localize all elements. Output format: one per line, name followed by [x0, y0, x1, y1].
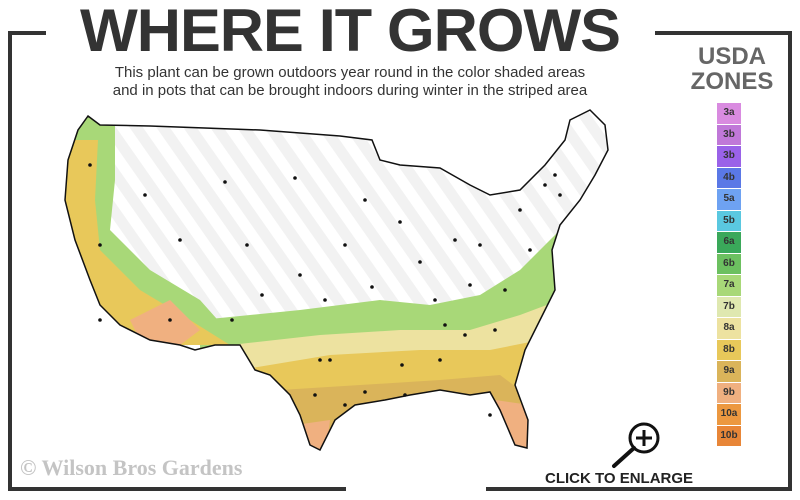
- legend-title: USDA ZONES: [682, 44, 782, 94]
- city-dot: [143, 193, 147, 197]
- city-dot: [178, 238, 182, 242]
- frame-bottom-left: [8, 487, 346, 491]
- city-dot: [398, 220, 402, 224]
- legend-title-line-1: USDA: [697, 43, 766, 70]
- city-dot: [343, 403, 347, 407]
- frame-top-left: [8, 31, 46, 35]
- southwest-orange: [130, 300, 200, 345]
- frame-left: [8, 31, 12, 491]
- legend-zone-swatch: 8b: [717, 339, 741, 360]
- zone-legend: 3a 3b 3b 4b 5a 5b 6a 6b 7a 7b 8a 8b 9a 9b 10a 10b: [717, 103, 741, 447]
- city-dot: [245, 243, 249, 247]
- subtitle: This plant can be grown outdoors year ro…: [40, 64, 660, 100]
- city-dot: [553, 173, 557, 177]
- legend-zone-swatch: 6b: [717, 253, 741, 274]
- page-title: WHERE IT GROWS: [80, 0, 621, 64]
- magnifier-plus-icon[interactable]: [608, 420, 664, 472]
- city-dot: [488, 413, 492, 417]
- subtitle-line-2: and in pots that can be brought indoors …: [112, 82, 588, 99]
- frame-top-right: [655, 31, 792, 35]
- city-dot: [478, 243, 482, 247]
- city-dot: [88, 163, 92, 167]
- frame-bottom-right: [486, 487, 792, 491]
- city-dot: [443, 323, 447, 327]
- legend-zone-swatch: 5b: [717, 210, 741, 231]
- legend-zone-swatch: 7a: [717, 275, 741, 296]
- copyright-watermark: © Wilson Bros Gardens: [20, 455, 243, 480]
- city-dot: [503, 288, 507, 292]
- legend-zone-swatch: 3a: [717, 103, 741, 124]
- legend-zone-swatch: 6a: [717, 232, 741, 253]
- city-dot: [363, 390, 367, 394]
- city-dot: [260, 293, 264, 297]
- us-hardiness-map[interactable]: [60, 100, 620, 460]
- city-dot: [558, 193, 562, 197]
- city-dot: [98, 318, 102, 322]
- legend-zone-swatch: 10a: [717, 404, 741, 425]
- city-dot: [468, 283, 472, 287]
- legend-zone-swatch: 9a: [717, 361, 741, 382]
- city-dot: [230, 318, 234, 322]
- city-dot: [433, 298, 437, 302]
- city-dot: [293, 176, 297, 180]
- legend-zone-swatch: 5a: [717, 189, 741, 210]
- legend-title-line-2: ZONES: [690, 68, 774, 95]
- west-coast-yellow: [65, 140, 230, 345]
- city-dot: [438, 358, 442, 362]
- city-dot: [493, 328, 497, 332]
- city-dot: [343, 243, 347, 247]
- legend-zone-swatch: 3b: [717, 124, 741, 145]
- city-dot: [463, 333, 467, 337]
- city-dot: [318, 358, 322, 362]
- city-dots: [88, 163, 562, 417]
- city-dot: [313, 393, 317, 397]
- city-dot: [403, 393, 407, 397]
- city-dot: [168, 318, 172, 322]
- city-dot: [518, 208, 522, 212]
- legend-zone-swatch: 9b: [717, 382, 741, 403]
- legend-zone-swatch: 3b: [717, 146, 741, 167]
- legend-zone-swatch: 10b: [717, 425, 741, 446]
- legend-zone-swatch: 8a: [717, 318, 741, 339]
- city-dot: [543, 183, 547, 187]
- click-to-enlarge-button[interactable]: CLICK TO ENLARGE: [545, 470, 694, 487]
- city-dot: [363, 198, 367, 202]
- city-dot: [298, 273, 302, 277]
- city-dot: [223, 180, 227, 184]
- subtitle-line-1: This plant can be grown outdoors year ro…: [114, 64, 586, 81]
- city-dot: [323, 298, 327, 302]
- city-dot: [453, 238, 457, 242]
- frame-right: [788, 31, 792, 491]
- city-dot: [400, 363, 404, 367]
- city-dot: [328, 358, 332, 362]
- legend-zone-swatch: 7b: [717, 296, 741, 317]
- city-dot: [528, 248, 532, 252]
- city-dot: [370, 285, 374, 289]
- city-dot: [98, 243, 102, 247]
- city-dot: [418, 260, 422, 264]
- legend-zone-swatch: 4b: [717, 167, 741, 188]
